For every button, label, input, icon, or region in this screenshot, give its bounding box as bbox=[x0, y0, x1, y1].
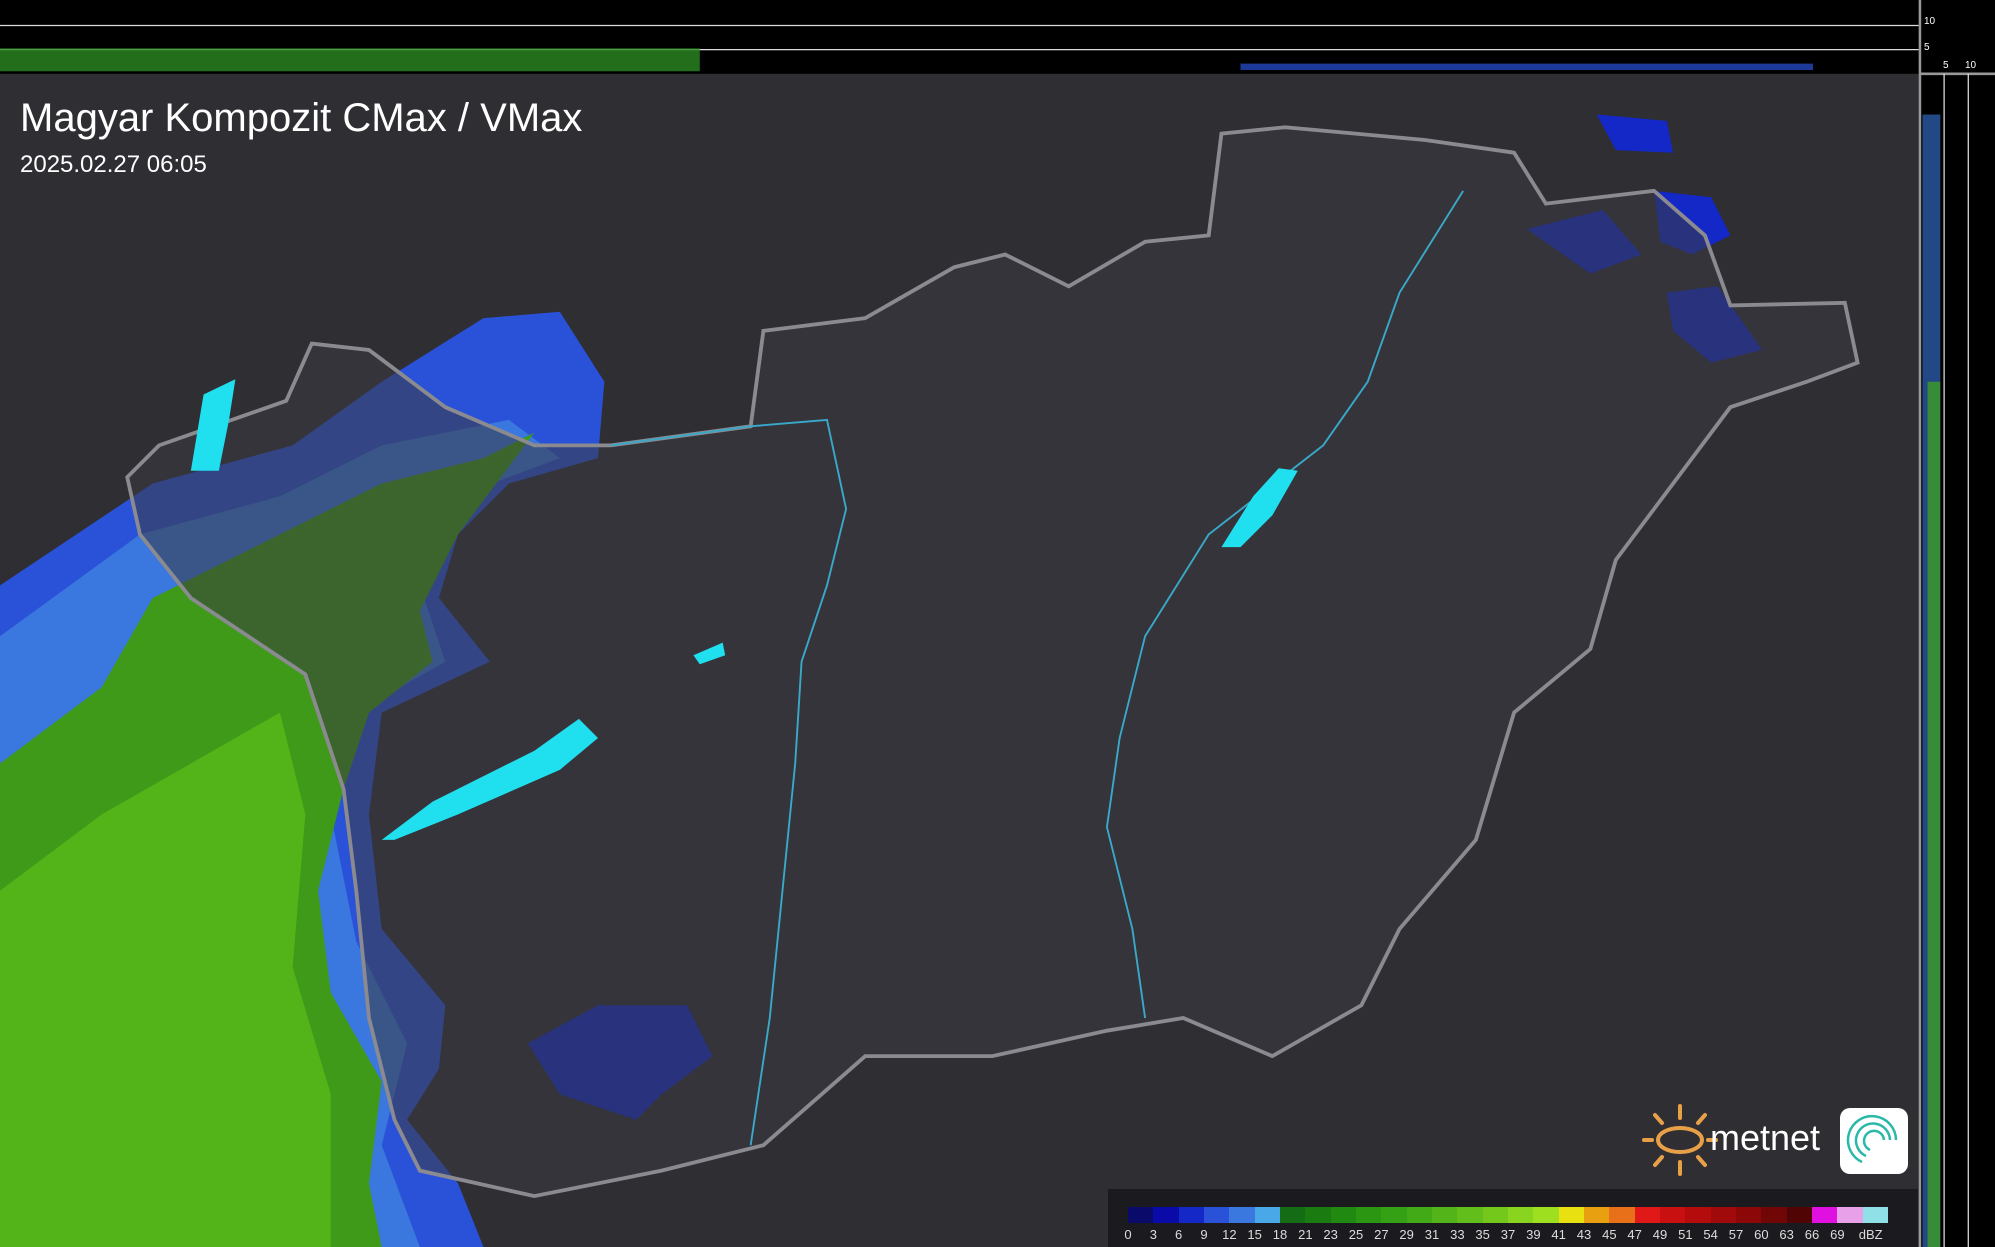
river-tisza bbox=[1105, 190, 1464, 1019]
legend-unit: dBZ bbox=[1858, 1227, 1883, 1242]
color-swatch bbox=[1229, 1207, 1255, 1223]
legend-label: 29 bbox=[1399, 1227, 1414, 1242]
legend-label: 54 bbox=[1703, 1227, 1718, 1242]
legend-label: 21 bbox=[1298, 1227, 1313, 1242]
axis-tick: 5 bbox=[1943, 60, 1949, 71]
color-swatch bbox=[1355, 1207, 1382, 1223]
color-swatch bbox=[1406, 1207, 1432, 1223]
sun-icon bbox=[1642, 1104, 1718, 1176]
legend-label: 57 bbox=[1728, 1227, 1744, 1242]
map-title: Magyar Kompozit CMax / VMax bbox=[20, 96, 583, 140]
color-swatch bbox=[1634, 1207, 1660, 1223]
color-swatch bbox=[1381, 1207, 1407, 1223]
river-danube bbox=[610, 418, 848, 1146]
legend-label: 63 bbox=[1779, 1227, 1794, 1242]
axis-tick: 10 bbox=[1924, 16, 1936, 27]
color-swatch bbox=[1507, 1207, 1534, 1223]
legend-label: 39 bbox=[1526, 1227, 1541, 1242]
legend-label: 6 bbox=[1175, 1227, 1183, 1242]
axis-tick: 5 bbox=[1924, 42, 1930, 53]
color-swatch bbox=[1761, 1207, 1787, 1223]
lake-balaton bbox=[381, 718, 598, 840]
legend-label: 33 bbox=[1450, 1227, 1465, 1242]
color-swatch bbox=[1482, 1207, 1508, 1223]
axis-tick: 10 bbox=[1965, 60, 1977, 71]
legend-label: 69 bbox=[1830, 1227, 1845, 1242]
legend-label: 37 bbox=[1500, 1227, 1516, 1242]
color-swatch bbox=[1583, 1207, 1610, 1223]
color-swatch bbox=[1203, 1207, 1230, 1223]
color-swatch bbox=[1431, 1207, 1458, 1223]
legend-label: 27 bbox=[1374, 1227, 1389, 1242]
color-swatch bbox=[1153, 1207, 1179, 1223]
metnet-logo: metnet bbox=[1640, 1100, 1910, 1180]
top-profile-echo bbox=[0, 48, 700, 72]
legend-label: 23 bbox=[1323, 1227, 1338, 1242]
legend-label: 60 bbox=[1754, 1227, 1769, 1242]
color-swatch bbox=[1330, 1207, 1356, 1223]
lake-neusiedl bbox=[190, 379, 236, 471]
color-swatch bbox=[1862, 1207, 1888, 1223]
color-swatch bbox=[1710, 1207, 1736, 1223]
color-swatch bbox=[1128, 1207, 1154, 1223]
legend-label: 47 bbox=[1627, 1227, 1642, 1242]
legend-label: 18 bbox=[1272, 1227, 1288, 1242]
legend-label: 9 bbox=[1200, 1227, 1208, 1242]
legend-label: 66 bbox=[1804, 1227, 1820, 1242]
brand-text: metnet bbox=[1710, 1117, 1820, 1158]
legend-label: 15 bbox=[1247, 1227, 1262, 1242]
hungary-border bbox=[125, 125, 1860, 1199]
color-swatch bbox=[1558, 1207, 1584, 1223]
color-swatch bbox=[1786, 1207, 1812, 1223]
legend-label: 35 bbox=[1475, 1227, 1490, 1242]
legend-label: 41 bbox=[1551, 1227, 1566, 1242]
color-swatch bbox=[1685, 1207, 1711, 1223]
legend-label: 0 bbox=[1124, 1227, 1132, 1242]
lake-tisza bbox=[1221, 468, 1298, 548]
legend-label: 12 bbox=[1222, 1227, 1237, 1242]
color-swatch bbox=[1659, 1207, 1686, 1223]
color-scale-legend: 0 3 6 9 12 15 18 21 23 25 27 29 31 33 35 37 39 41 43 45 47 49… bbox=[1108, 1189, 1918, 1247]
color-swatch bbox=[1254, 1207, 1280, 1223]
legend-label: 51 bbox=[1678, 1227, 1693, 1242]
legend-label: 3 bbox=[1149, 1227, 1157, 1242]
legend-label: 31 bbox=[1424, 1227, 1440, 1242]
legend-label: 43 bbox=[1576, 1227, 1592, 1242]
color-swatch bbox=[1279, 1207, 1306, 1223]
color-swatch bbox=[1457, 1207, 1483, 1223]
color-swatch bbox=[1735, 1207, 1762, 1223]
legend-label: 49 bbox=[1652, 1227, 1668, 1242]
app-icon bbox=[1840, 1108, 1908, 1174]
color-swatch bbox=[1811, 1207, 1838, 1223]
color-swatch bbox=[1533, 1207, 1559, 1223]
color-swatch bbox=[1178, 1207, 1204, 1223]
legend-label: 25 bbox=[1348, 1227, 1364, 1242]
color-swatch bbox=[1609, 1207, 1635, 1223]
legend-label: 45 bbox=[1602, 1227, 1617, 1242]
color-swatch bbox=[1305, 1207, 1331, 1223]
map-timestamp: 2025.02.27 06:05 bbox=[20, 151, 207, 178]
color-scale-bar bbox=[1128, 1207, 1888, 1223]
color-swatch bbox=[1837, 1207, 1863, 1223]
